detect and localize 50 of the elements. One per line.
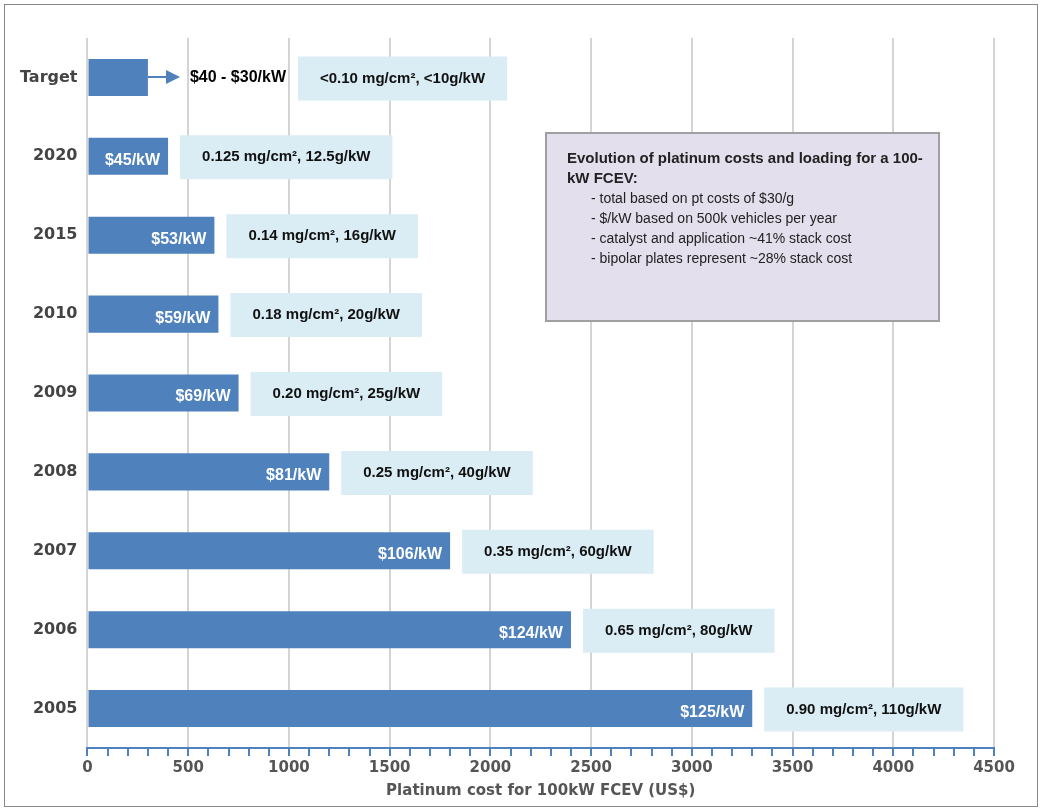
annotation: - total based on pt costs of $30/g [590, 189, 796, 208]
annotation: 0.20 mg/cm², 25g/kW [272, 384, 421, 402]
annotation: $45/kW [104, 150, 161, 168]
y-tick-label: 2015 [32, 224, 78, 244]
x-tick-label: 0 [82, 757, 93, 776]
annotation: 0.14 mg/cm², 16g/kW [248, 226, 397, 244]
annotation: 0.65 mg/cm², 80g/kW [604, 620, 754, 638]
x-tick-label: 500 [172, 757, 204, 776]
x-tick-label: 2000 [469, 757, 512, 776]
annotation: 0.18 mg/cm², 20g/kW [252, 305, 401, 323]
annotation: Evolution of platinum costs and loading for a 100-kW FCEV: [567, 148, 924, 188]
x-tick-label: 3000 [670, 757, 713, 776]
annotation: 0.125 mg/cm², 12.5g/kW [202, 147, 372, 165]
annotation: 0.90 mg/cm², 110g/kW [786, 699, 943, 717]
annotation: - $/kW based on 500k vehicles per year [590, 209, 838, 228]
x-tick-label: 3500 [771, 757, 814, 776]
x-tick-label: 2500 [570, 757, 612, 776]
y-tick-label: 2005 [32, 697, 78, 717]
annotation: $125/kW [680, 702, 746, 720]
annotation: 0.25 mg/cm², 40g/kW [363, 463, 512, 481]
y-tick-label: 2010 [32, 303, 78, 323]
annotation: $40 - $30/kW [189, 67, 287, 85]
y-tick-label: 2009 [32, 382, 78, 402]
y-tick-label: 2006 [32, 618, 78, 638]
bar [88, 611, 571, 649]
y-tick-label: Target [19, 66, 78, 86]
y-tick-label: 2008 [32, 461, 78, 481]
annotation: - bipolar plates represent ~28% stack cost [590, 249, 854, 268]
annotation: $53/kW [151, 229, 208, 247]
bar [88, 453, 330, 491]
annotation: <0.10 mg/cm², <10g/kW [319, 68, 486, 86]
annotation: $124/kW [498, 624, 564, 642]
annotation: - catalyst and application ~41% stack cost [590, 229, 853, 248]
bar [88, 374, 239, 412]
bar [88, 295, 219, 333]
annotation: $106/kW [378, 545, 443, 563]
bar [88, 690, 753, 728]
x-tick-label: 4500 [973, 757, 1015, 776]
y-tick-label: 2020 [32, 145, 78, 165]
x-tick-label: 1000 [268, 757, 310, 776]
x-tick-label: 4000 [872, 757, 915, 776]
annotation: $59/kW [155, 308, 212, 326]
bar [88, 532, 451, 570]
bar [88, 58, 148, 96]
annotation: 0.35 mg/cm², 60g/kW [484, 541, 633, 559]
annotation: $69/kW [175, 387, 232, 405]
annotation: $81/kW [266, 466, 323, 484]
x-axis-title: Platinum cost for 100kW FCEV (US$) [386, 780, 696, 799]
y-tick-label: 2007 [32, 539, 78, 559]
x-tick-label: 1500 [368, 757, 411, 776]
